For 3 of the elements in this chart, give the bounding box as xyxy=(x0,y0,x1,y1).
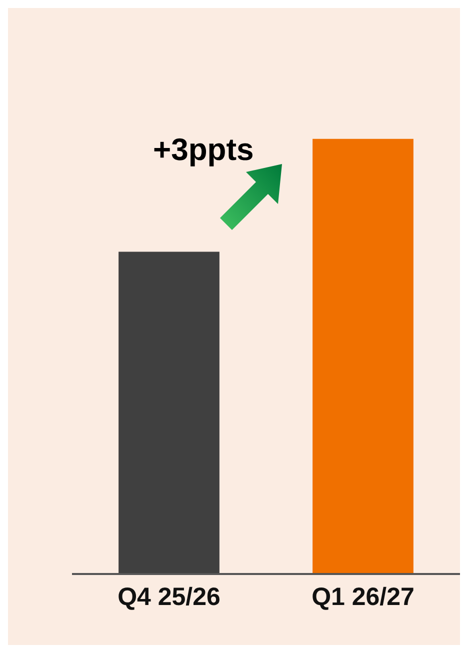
x-tick-label: Q4 25/26 xyxy=(118,583,220,611)
x-tick-label: Q1 26/27 xyxy=(312,583,414,611)
annotation: +3ppts xyxy=(153,132,254,167)
